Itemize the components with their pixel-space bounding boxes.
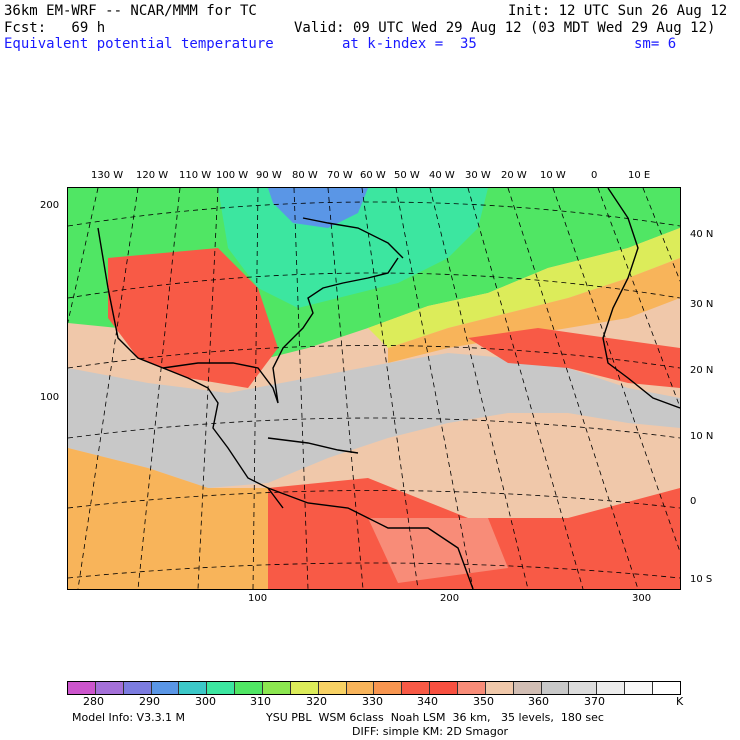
grid-x-label: 300 bbox=[632, 593, 652, 604]
colorbar-swatch bbox=[458, 682, 486, 694]
valid-time: Valid: 09 UTC Wed 29 Aug 12 (03 MDT Wed … bbox=[294, 20, 716, 36]
colorbar-swatch bbox=[151, 682, 180, 694]
lon-label: 0 bbox=[591, 170, 598, 181]
colorbar-label: 300 bbox=[195, 695, 216, 708]
colorbar-swatch bbox=[95, 682, 124, 694]
colorbar bbox=[67, 681, 681, 695]
colorbar-label: 320 bbox=[306, 695, 327, 708]
colorbar-swatch bbox=[235, 682, 264, 694]
physics-info: YSU PBL WSM 6class Noah LSM 36 km, 35 le… bbox=[266, 711, 604, 724]
model-title: 36km EM-WRF -- NCAR/MMM for TC bbox=[4, 3, 257, 19]
colorbar-label: 280 bbox=[83, 695, 104, 708]
colorbar-swatch bbox=[263, 682, 291, 694]
lat-label: 10 S bbox=[690, 574, 713, 585]
colorbar-label: 360 bbox=[528, 695, 549, 708]
lon-label: 30 W bbox=[465, 170, 491, 181]
theta-e-map bbox=[68, 188, 680, 589]
lon-label: 90 W bbox=[256, 170, 282, 181]
colorbar-swatch bbox=[485, 682, 514, 694]
colorbar-swatch bbox=[430, 682, 459, 694]
graticule bbox=[68, 188, 680, 589]
colorbar-swatch bbox=[374, 682, 403, 694]
colorbar-swatch bbox=[68, 682, 96, 694]
map-panel bbox=[67, 187, 681, 590]
southwest-orange-region bbox=[68, 448, 268, 589]
warm-east-atlantic bbox=[468, 328, 680, 388]
lat-label: 0 bbox=[690, 496, 697, 507]
yellow-band bbox=[368, 228, 680, 348]
blue-cold-region bbox=[268, 188, 368, 228]
colorbar-unit: K bbox=[676, 695, 684, 708]
colorbar-swatch bbox=[625, 682, 654, 694]
level-index: at k-index = 35 bbox=[342, 36, 477, 52]
field-name: Equivalent potential temperature bbox=[4, 36, 274, 52]
lon-label: 80 W bbox=[292, 170, 318, 181]
cyan-region bbox=[218, 188, 488, 308]
colorbar-swatch bbox=[207, 682, 236, 694]
lon-label: 10 W bbox=[540, 170, 566, 181]
colorbar-swatch bbox=[513, 682, 542, 694]
lon-label: 130 W bbox=[91, 170, 124, 181]
lon-label: 120 W bbox=[136, 170, 169, 181]
init-time: Init: 12 UTC Sun 26 Aug 12 bbox=[508, 3, 728, 19]
grid-y-label: 200 bbox=[40, 200, 60, 211]
lat-label: 20 N bbox=[690, 365, 714, 376]
colorbar-label: 350 bbox=[473, 695, 494, 708]
colorbar-swatch bbox=[653, 682, 680, 694]
colorbar-label: 330 bbox=[362, 695, 383, 708]
colorbar-label: 290 bbox=[139, 695, 160, 708]
south-pink-region bbox=[368, 518, 508, 583]
colorbar-swatch bbox=[569, 682, 598, 694]
grid-x-label: 100 bbox=[248, 593, 268, 604]
grid-x-label: 200 bbox=[440, 593, 460, 604]
colorbar-swatch bbox=[290, 682, 319, 694]
gray-tropical-band bbox=[68, 353, 680, 488]
lat-label: 30 N bbox=[690, 299, 714, 310]
lon-label: 40 W bbox=[429, 170, 455, 181]
lon-label: 10 E bbox=[628, 170, 651, 181]
colorbar-swatch bbox=[541, 682, 570, 694]
colorbar-label: 310 bbox=[250, 695, 271, 708]
colorbar-swatch bbox=[179, 682, 208, 694]
colorbar-label: 370 bbox=[584, 695, 605, 708]
colorbar-swatch bbox=[318, 682, 347, 694]
lon-label: 100 W bbox=[216, 170, 249, 181]
lon-label: 70 W bbox=[327, 170, 353, 181]
grid-y-label: 100 bbox=[40, 392, 60, 403]
diffusion-info: DIFF: simple KM: 2D Smagor bbox=[352, 725, 509, 738]
lon-label: 50 W bbox=[394, 170, 420, 181]
model-info: Model Info: V3.3.1 M bbox=[72, 711, 186, 724]
coastlines bbox=[97, 188, 680, 589]
lon-label: 20 W bbox=[501, 170, 527, 181]
forecast-hour: Fcst: 69 h bbox=[4, 20, 106, 36]
colorbar-swatch bbox=[597, 682, 626, 694]
lon-label: 110 W bbox=[179, 170, 212, 181]
orange-band bbox=[388, 258, 680, 363]
colorbar-label: 340 bbox=[417, 695, 438, 708]
colorbar-swatch bbox=[402, 682, 431, 694]
colorbar-swatch bbox=[346, 682, 375, 694]
lat-label: 40 N bbox=[690, 229, 714, 240]
lat-label: 10 N bbox=[690, 431, 714, 442]
colorbar-swatch bbox=[123, 682, 152, 694]
warm-us-region bbox=[108, 248, 278, 388]
smoothing-info: sm= 6 bbox=[634, 36, 677, 52]
lon-label: 60 W bbox=[360, 170, 386, 181]
